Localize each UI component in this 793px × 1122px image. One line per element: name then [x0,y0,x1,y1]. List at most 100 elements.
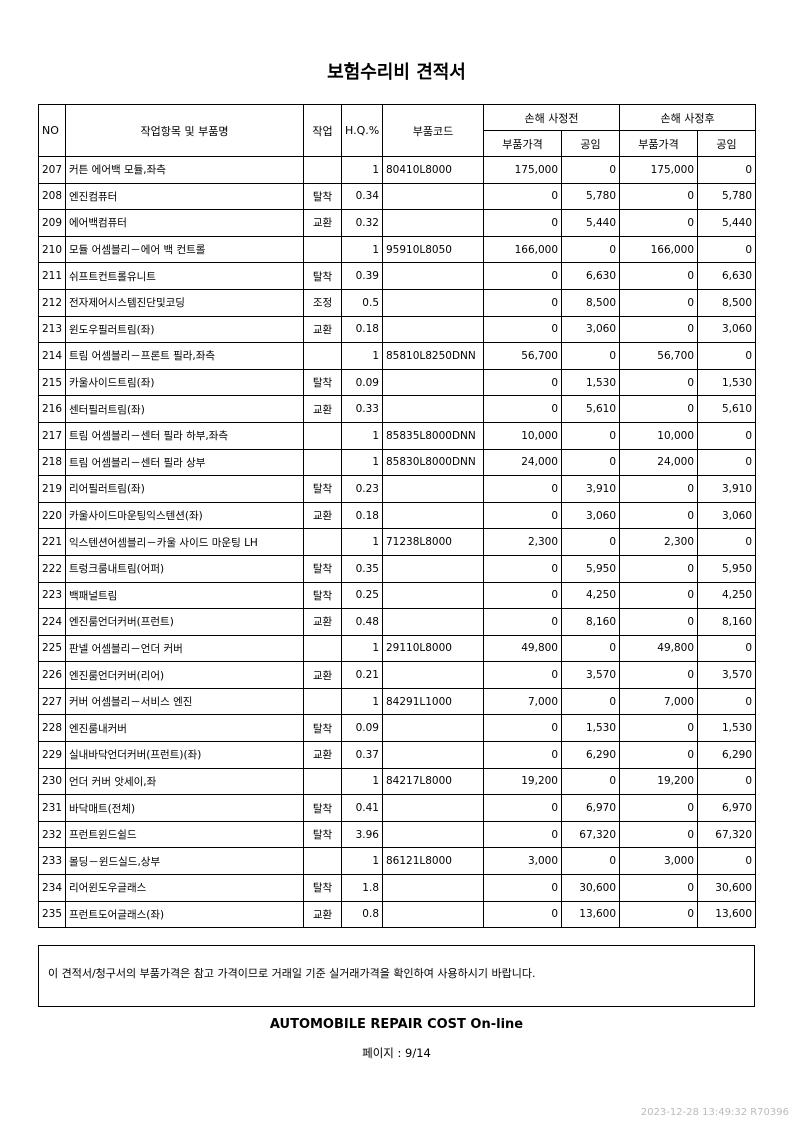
item-name: 센터필러트림(좌) [65,395,304,423]
work-type: 조정 [303,288,342,317]
part-code [382,874,484,902]
parts-after: 24,000 [619,448,699,477]
table-row: 229 실내바닥언더커버(프런트)(좌) 교환 0.37 0 6,290 0 6,290 [38,741,757,769]
table-row: 211 쉬프트컨트롤유니트 탈착 0.39 0 6,630 0 6,630 [38,262,757,290]
parts-before: 0 [483,475,562,503]
hq-value: 1 [341,528,383,556]
labor-after: 67,320 [697,820,757,849]
brand: AUTOMOBILE REPAIR COST On-line [269,1017,524,1032]
parts-after: 0 [619,554,699,583]
hq-value: 0.21 [341,661,383,689]
header-cell: NO [38,104,66,157]
part-code: 29110L8000 [382,634,484,663]
header-cell: 부품코드 [382,104,484,157]
parts-before: 10,000 [483,421,562,450]
item-name: 판넬 어셈블리－언더 커버 [65,634,304,663]
row-number: 232 [38,820,66,849]
hq-value: 0.33 [341,395,383,423]
parts-after: 0 [619,874,699,902]
hq-value: 1 [341,847,383,876]
labor-after: 6,970 [697,794,757,822]
labor-before: 0 [560,767,621,796]
labor-before: 67,320 [560,820,621,849]
work-type [303,448,342,477]
row-number: 225 [38,634,66,663]
labor-after: 0 [697,687,757,716]
labor-after: 8,160 [697,608,757,636]
parts-before: 24,000 [483,448,562,477]
work-type: 탈착 [303,182,342,211]
hq-value: 1 [341,421,383,450]
item-name: 엔진룸언더커버(프런트) [65,608,304,636]
table-row: 226 엔진룸언더커버(리어) 교환 0.21 0 3,570 0 3,570 [38,661,757,689]
hq-value: 0.09 [341,714,383,743]
labor-before: 3,060 [560,315,621,344]
item-name: 트림 어셈블리－프론트 필라,좌측 [65,342,304,370]
item-name: 모듈 어셈블리－에어 백 컨트롤 [65,235,304,264]
item-name: 전자제어시스템진단및코딩 [65,288,304,317]
item-name: 커튼 에어백 모듈,좌측 [65,156,304,184]
table-row: 231 바닥매트(전체) 탈착 0.41 0 6,970 0 6,970 [38,794,757,822]
item-name: 바닥매트(전체) [65,794,304,822]
header-cell: 손해 사정후 [619,104,757,131]
hq-value: 0.41 [341,794,383,822]
hq-value: 1 [341,687,383,716]
item-name: 트림 어셈블리－센터 필라 상부 [65,448,304,477]
table-row: 209 에어백컴퓨터 교환 0.32 0 5,440 0 5,440 [38,209,757,237]
parts-before: 0 [483,395,562,423]
work-type [303,421,342,450]
work-type [303,528,342,556]
hq-value: 0.25 [341,581,383,610]
table-row: 234 리어윈도우글래스 탈착 1.8 0 30,600 0 30,600 [38,874,757,902]
labor-after: 3,910 [697,475,757,503]
table-row: 221 익스텐션어셈블리－카울 사이드 마운팅 LH 1 71238L8000 2,30… [38,528,757,556]
part-code [382,714,484,743]
header-cell: 공임 [560,130,621,157]
labor-before: 3,060 [560,501,621,530]
row-number: 227 [38,687,66,716]
parts-before: 0 [483,874,562,902]
row-number: 214 [38,342,66,370]
part-code [382,820,484,849]
row-number: 233 [38,847,66,876]
work-type: 탈착 [303,581,342,610]
labor-before: 5,440 [560,209,621,237]
work-type: 탈착 [303,475,342,503]
part-code: 86121L8000 [382,847,484,876]
part-code [382,288,484,317]
row-number: 224 [38,608,66,636]
table-row: 210 모듈 어셈블리－에어 백 컨트롤 1 95910L8050 166,000 0 16… [38,235,757,264]
row-number: 221 [38,528,66,556]
table-body: 207 커튼 에어백 모듈,좌측 1 80410L8000 175,000 0 175,00… [38,156,757,929]
row-number: 219 [38,475,66,503]
work-type: 교환 [303,661,342,689]
part-code: 85835L8000DNN [382,421,484,450]
parts-after: 0 [619,794,699,822]
labor-before: 13,600 [560,900,621,929]
hq-value: 1 [341,342,383,370]
parts-before: 175,000 [483,156,562,184]
hq-value: 0.48 [341,608,383,636]
work-type [303,847,342,876]
labor-before: 6,290 [560,741,621,769]
work-type: 교환 [303,209,342,237]
item-name: 엔진컴퓨터 [65,182,304,211]
labor-after: 8,500 [697,288,757,317]
row-number: 231 [38,794,66,822]
hq-value: 0.5 [341,288,383,317]
item-name: 리어필러트림(좌) [65,475,304,503]
item-name: 백패널트림 [65,581,304,610]
table-row: 223 백패널트림 탈착 0.25 0 4,250 0 4,250 [38,581,757,610]
work-type: 교환 [303,741,342,769]
labor-before: 0 [560,156,621,184]
parts-before: 0 [483,501,562,530]
parts-after: 49,800 [619,634,699,663]
parts-after: 0 [619,262,699,290]
parts-before: 7,000 [483,687,562,716]
parts-before: 19,200 [483,767,562,796]
parts-before: 0 [483,288,562,317]
header-cell: 공임 [697,130,757,157]
part-code [382,262,484,290]
labor-after: 0 [697,634,757,663]
labor-before: 0 [560,528,621,556]
